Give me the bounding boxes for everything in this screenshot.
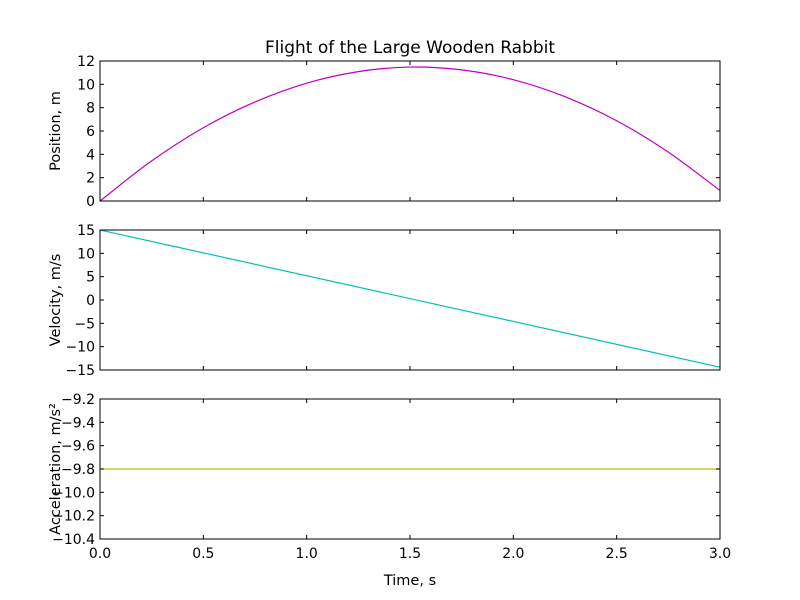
velocity-y-axis-label: Velocity, m/s (48, 254, 64, 347)
x-axis-label: Time, s (383, 573, 436, 589)
position-y-tick-label: 12 (77, 54, 95, 70)
position-plot-frame (99, 60, 721, 202)
acceleration-y-tick-label: −10.4 (52, 532, 95, 548)
chart-title: Flight of the Large Wooden Rabbit (265, 38, 555, 58)
position-y-tick-label: 2 (86, 171, 95, 187)
velocity-y-tick-label: −10 (65, 340, 95, 356)
acceleration-y-tick-label: −9.8 (61, 462, 95, 478)
position-y-tick-label: 4 (86, 147, 95, 163)
x-tick-label: 1.0 (296, 546, 318, 562)
acceleration-y-tick-label: −9.2 (61, 392, 95, 408)
acceleration-y-axis-label: Acceleration, m/s² (48, 403, 64, 535)
position-y-tick-label: 0 (86, 194, 95, 210)
x-tick-label: 1.5 (399, 546, 421, 562)
position-y-tick-label: 6 (86, 124, 95, 140)
acceleration-y-tick-label: −9.4 (61, 415, 95, 431)
acceleration-y-tick-label: −10.0 (52, 485, 95, 501)
x-tick-label: 2.0 (502, 546, 524, 562)
acceleration-y-tick-label: −10.2 (52, 509, 95, 525)
position-y-axis-label: Position, m (48, 91, 64, 171)
acceleration-panel: −9.2 −9.4 −9.6 −9.8 −10.0 −10.2 −10.4Accelerat… (48, 392, 721, 548)
x-tick-label: 2.5 (606, 546, 628, 562)
velocity-y-tick-label: 15 (77, 223, 95, 239)
x-tick-label: 0.5 (192, 546, 214, 562)
velocity-y-tick-label: 0 (86, 293, 95, 309)
velocity-series-line (99, 229, 721, 368)
velocity-y-tick-label: 5 (86, 270, 95, 286)
velocity-y-tick-label: −5 (74, 316, 95, 332)
position-panel: 0 2 4 6 8 10 12 Position, m (48, 54, 721, 210)
x-tick-label: 3.0 (709, 546, 731, 562)
velocity-y-tick-label: −15 (65, 363, 95, 379)
x-tick-label: 0.0 (89, 546, 111, 562)
acceleration-y-tick-label: −9.6 (61, 439, 95, 455)
velocity-y-tick-label: 10 (77, 246, 95, 262)
position-y-tick-label: 10 (77, 77, 95, 93)
position-y-tick-label: 8 (86, 101, 95, 117)
x-tick-labels: 0.0 0.5 1.0 1.5 2.0 2.5 3.0 (89, 546, 731, 562)
position-series-line (99, 66, 721, 202)
